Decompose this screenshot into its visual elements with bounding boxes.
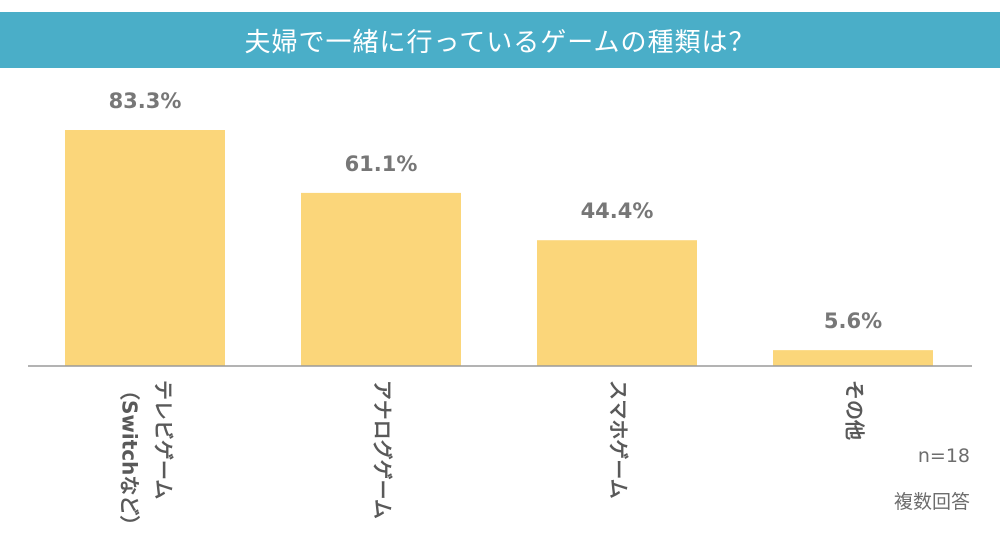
category-label-1-line-1: テレビゲーム [152,380,176,499]
bar-4 [773,350,933,366]
category-label-3: スマホゲーム [607,380,631,499]
category-label-4: その他 [843,380,867,440]
value-label-2: 61.1% [345,152,418,176]
bar-1 [65,130,225,366]
bar-2 [301,192,461,366]
bars-layer: 83.3% テレビゲーム （Switchなど） 61.1% アナログゲーム 44.4% スマ… [65,89,933,535]
value-label-3: 44.4% [581,199,654,223]
value-label-1: 83.3% [109,89,182,113]
multiple-answer-note: 複数回答 [893,491,970,513]
category-label-2: アナログゲーム [371,380,395,519]
bar-3 [537,240,697,366]
category-label-1-line-2: （Switchなど） [118,380,142,535]
chart-title: 夫婦で一緒に行っているゲームの種類は？ [244,27,756,58]
sample-size-note: n=18 [917,445,970,467]
value-label-4: 5.6% [824,309,882,333]
title-bar: 夫婦で一緒に行っているゲームの種類は？ [0,12,1000,68]
